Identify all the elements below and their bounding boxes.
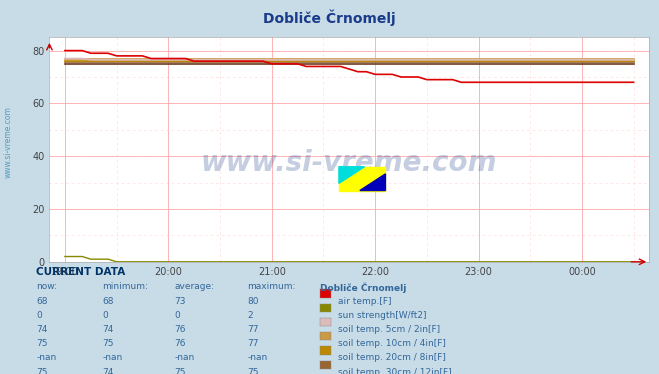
Text: 74: 74 (102, 368, 113, 374)
Text: -nan: -nan (102, 353, 123, 362)
Text: 75: 75 (102, 339, 113, 348)
Polygon shape (339, 167, 364, 183)
Text: 74: 74 (102, 325, 113, 334)
Text: 76: 76 (175, 339, 186, 348)
Text: 75: 75 (175, 368, 186, 374)
Text: 0: 0 (102, 311, 108, 320)
Polygon shape (360, 174, 386, 190)
Text: -nan: -nan (36, 353, 57, 362)
Text: Dobliče Črnomelj: Dobliče Črnomelj (320, 282, 406, 293)
Text: Dobliče Črnomelj: Dobliče Črnomelj (263, 9, 396, 26)
Text: 80: 80 (247, 297, 258, 306)
Bar (339, 167, 386, 190)
Text: air temp.[F]: air temp.[F] (338, 297, 391, 306)
Text: soil temp. 30cm / 12in[F]: soil temp. 30cm / 12in[F] (338, 368, 451, 374)
Text: 76: 76 (175, 325, 186, 334)
Text: -nan: -nan (247, 353, 268, 362)
Text: www.si-vreme.com: www.si-vreme.com (3, 106, 13, 178)
Text: 75: 75 (36, 368, 47, 374)
Text: soil temp. 10cm / 4in[F]: soil temp. 10cm / 4in[F] (338, 339, 446, 348)
Text: CURRENT DATA: CURRENT DATA (36, 267, 125, 278)
Text: maximum:: maximum: (247, 282, 295, 291)
Text: 75: 75 (247, 368, 258, 374)
Text: soil temp. 20cm / 8in[F]: soil temp. 20cm / 8in[F] (338, 353, 446, 362)
Text: 0: 0 (36, 311, 42, 320)
Text: minimum:: minimum: (102, 282, 148, 291)
Text: soil temp. 5cm / 2in[F]: soil temp. 5cm / 2in[F] (338, 325, 440, 334)
Text: 74: 74 (36, 325, 47, 334)
Text: www.si-vreme.com: www.si-vreme.com (201, 149, 498, 177)
Text: 68: 68 (102, 297, 113, 306)
Text: 73: 73 (175, 297, 186, 306)
Text: 2: 2 (247, 311, 253, 320)
Text: 0: 0 (175, 311, 181, 320)
Text: sun strength[W/ft2]: sun strength[W/ft2] (338, 311, 426, 320)
Text: average:: average: (175, 282, 215, 291)
Text: 77: 77 (247, 325, 258, 334)
Text: now:: now: (36, 282, 57, 291)
Text: 75: 75 (36, 339, 47, 348)
Text: 77: 77 (247, 339, 258, 348)
Text: 68: 68 (36, 297, 47, 306)
Text: -nan: -nan (175, 353, 195, 362)
